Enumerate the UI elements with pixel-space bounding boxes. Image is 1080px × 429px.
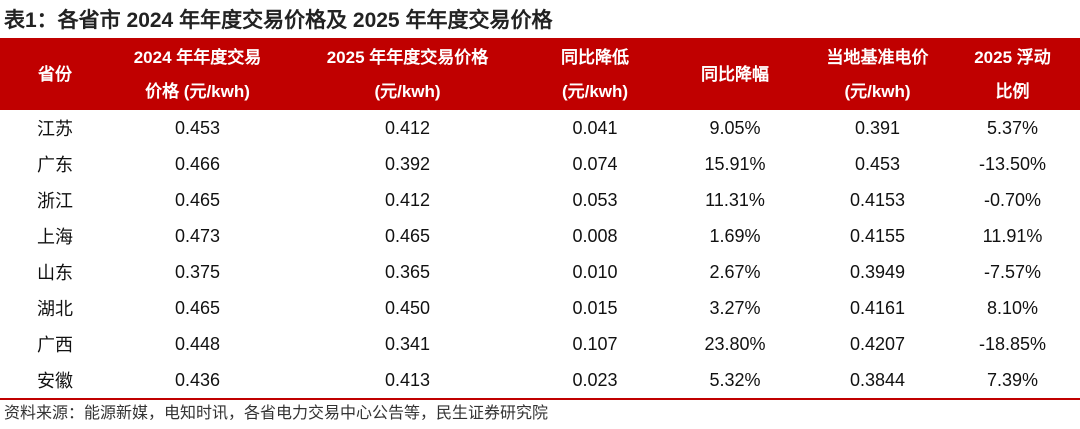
table-row: 广西 0.448 0.341 0.107 23.80% 0.4207 -18.8… [0, 326, 1080, 362]
cell-yoy-pct: 2.67% [709, 261, 761, 282]
cell-province: 广东 [37, 155, 73, 175]
cell-price-2025: 0.465 [384, 225, 431, 246]
cell-price-2025: 0.413 [285, 362, 530, 400]
header-benchmark-line1: 当地基准电价 [826, 48, 929, 67]
cell-price-2025: 0.365 [384, 261, 431, 282]
cell-yoy-drop: 0.041 [572, 117, 618, 138]
cell-price-2024: 0.453 [174, 117, 221, 138]
cell-benchmark: 0.453 [854, 153, 901, 174]
cell-price-2024: 0.473 [174, 225, 221, 246]
cell-float: 7.39% [945, 362, 1080, 400]
header-price-2025-line2: (元/kwh) [374, 82, 441, 101]
header-float: 2025 浮动 比例 [945, 40, 1080, 110]
cell-float: 11.91% [982, 225, 1043, 246]
cell-price-2025: 0.392 [384, 153, 431, 174]
cell-benchmark: 0.3844 [810, 362, 945, 400]
cell-yoy-pct: 9.05% [709, 117, 761, 138]
table-row: 安徽 0.436 0.413 0.023 5.32% 0.3844 7.39% [0, 362, 1080, 400]
header-benchmark: 当地基准电价 (元/kwh) [810, 40, 945, 110]
cell-yoy-drop: 0.023 [530, 362, 660, 400]
cell-price-2025: 0.412 [384, 117, 431, 138]
cell-yoy-drop: 0.107 [572, 333, 618, 354]
header-yoy-drop: 同比降低 (元/kwh) [530, 40, 660, 110]
cell-province: 广西 [37, 335, 73, 355]
cell-price-2024: 0.466 [174, 153, 221, 174]
cell-province: 湖北 [37, 299, 73, 319]
table-row: 山东 0.375 0.365 0.010 2.67% 0.3949 -7.57% [0, 254, 1080, 290]
cell-benchmark: 0.4161 [849, 297, 906, 318]
cell-price-2025: 0.341 [384, 333, 431, 354]
header-price-2025: 2025 年年度交易价格 (元/kwh) [285, 40, 530, 110]
cell-province: 山东 [37, 263, 73, 283]
cell-yoy-pct: 5.32% [660, 362, 810, 400]
header-price-2024-line2: 价格 (元/kwh) [145, 82, 250, 101]
header-float-line2: 比例 [995, 82, 1030, 101]
cell-yoy-pct: 11.31% [705, 189, 765, 210]
table-row: 湖北 0.465 0.450 0.015 3.27% 0.4161 8.10% [0, 290, 1080, 326]
cell-price-2025: 0.412 [384, 189, 431, 210]
cell-yoy-pct: 23.80% [704, 333, 766, 354]
cell-float: -18.85% [978, 333, 1047, 354]
cell-province: 上海 [37, 227, 73, 247]
header-price-2025-line1: 2025 年年度交易价格 [326, 48, 489, 67]
cell-benchmark: 0.3949 [849, 261, 906, 282]
cell-float: -13.50% [978, 153, 1047, 174]
cell-benchmark: 0.4153 [849, 189, 906, 210]
cell-yoy-drop: 0.008 [572, 225, 618, 246]
cell-yoy-pct: 1.69% [709, 225, 761, 246]
cell-yoy-pct: 15.91% [704, 153, 766, 174]
header-yoy-drop-line2: (元/kwh) [561, 82, 629, 101]
cell-benchmark: 0.4155 [849, 225, 906, 246]
cell-yoy-drop: 0.053 [572, 189, 618, 210]
cell-float: 8.10% [986, 297, 1039, 318]
header-float-line1: 2025 浮动 [974, 48, 1051, 67]
header-province: 省份 [0, 40, 110, 110]
cell-price-2024: 0.375 [174, 261, 221, 282]
header-price-2024: 2024 年年度交易 价格 (元/kwh) [110, 40, 285, 110]
table-row: 上海 0.473 0.465 0.008 1.69% 0.4155 11.91% [0, 218, 1080, 254]
cell-float: -0.70% [983, 189, 1042, 210]
cell-benchmark: 0.4207 [849, 333, 906, 354]
cell-yoy-pct: 3.27% [709, 297, 761, 318]
header-yoy-drop-line1: 同比降低 [561, 48, 629, 67]
cell-province: 江苏 [37, 119, 73, 139]
cell-benchmark: 0.391 [854, 117, 901, 138]
cell-price-2024: 0.436 [110, 362, 285, 400]
cell-price-2024: 0.448 [174, 333, 221, 354]
cell-price-2025: 0.450 [384, 297, 431, 318]
cell-float: -7.57% [983, 261, 1042, 282]
table-row: 广东 0.466 0.392 0.074 15.91% 0.453 -13.50… [0, 146, 1080, 182]
price-table: 省份 2024 年年度交易 价格 (元/kwh) 2025 年年度交易价格 (元… [0, 40, 1080, 400]
table-title: 表1：各省市 2024 年年度交易价格及 2025 年年度交易价格 [4, 9, 553, 32]
cell-yoy-drop: 0.015 [572, 297, 618, 318]
cell-yoy-drop: 0.074 [572, 153, 618, 174]
header-benchmark-line2: (元/kwh) [844, 82, 911, 101]
cell-float: 5.37% [986, 117, 1039, 138]
cell-province: 安徽 [0, 362, 110, 400]
cell-price-2024: 0.465 [174, 189, 221, 210]
table-row: 浙江 0.465 0.412 0.053 11.31% 0.4153 -0.70… [0, 182, 1080, 218]
header-price-2024-line1: 2024 年年度交易 [133, 48, 262, 67]
title-divider [0, 38, 1080, 40]
cell-yoy-drop: 0.010 [572, 261, 618, 282]
cell-province: 浙江 [37, 191, 73, 211]
table-row: 江苏 0.453 0.412 0.041 9.05% 0.391 5.37% [0, 110, 1080, 146]
cell-price-2024: 0.465 [174, 297, 221, 318]
source-note: 资料来源：能源新媒，电知时讯，各省电力交易中心公告等，民生证券研究院 [4, 405, 549, 422]
table-header-row: 省份 2024 年年度交易 价格 (元/kwh) 2025 年年度交易价格 (元… [0, 40, 1080, 110]
header-yoy-pct: 同比降幅 [660, 40, 810, 110]
